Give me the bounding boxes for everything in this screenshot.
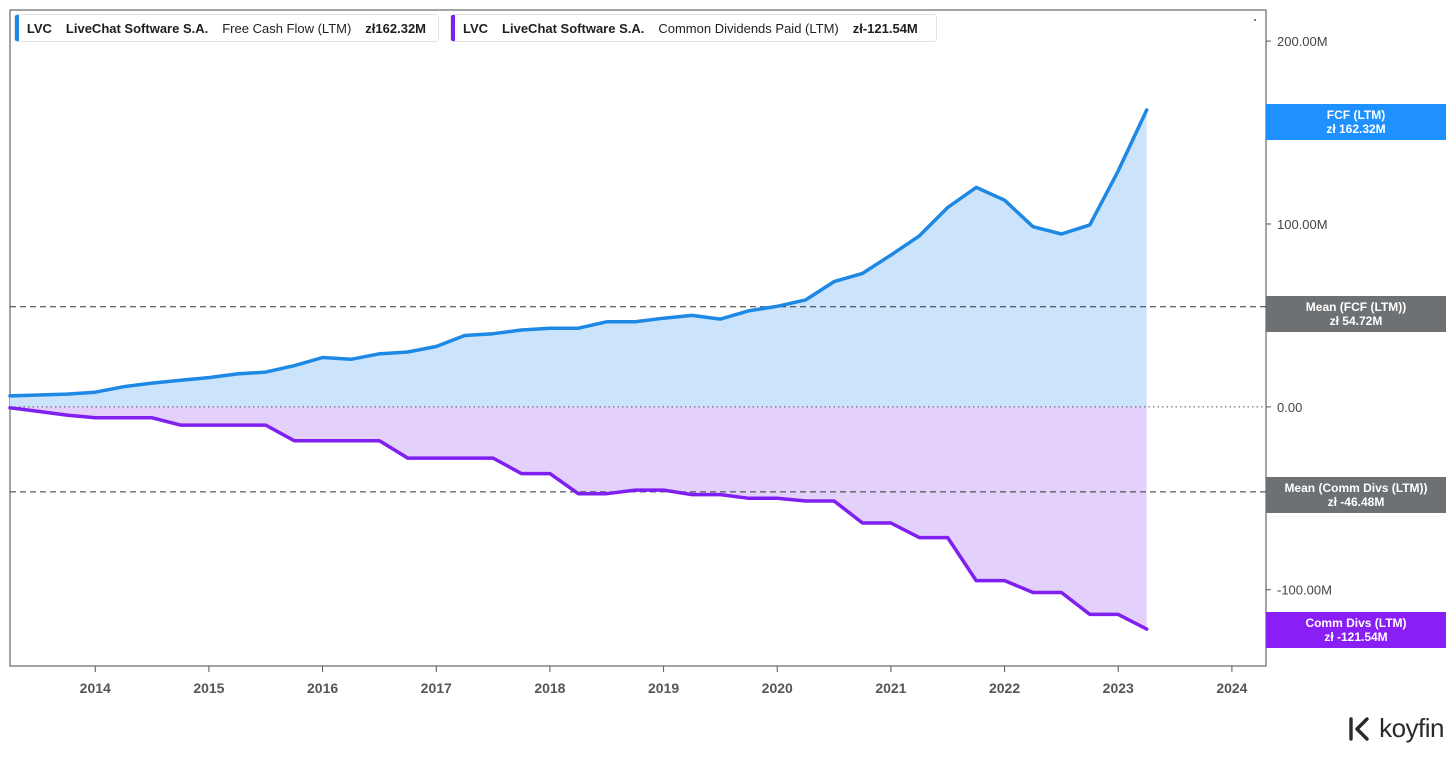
flag-mean-fcf: Mean (FCF (LTM)) zł 54.72M xyxy=(1266,296,1446,332)
legend-company: LiveChat Software S.A. xyxy=(502,20,645,36)
x-tick-label: 2021 xyxy=(875,680,906,696)
series-line-0 xyxy=(8,108,1149,398)
flag-mean-divs-value: zł -46.48M xyxy=(1327,495,1385,509)
brand-name: koyfin xyxy=(1379,713,1444,743)
flag-divs-value: zł -121.54M xyxy=(1324,630,1388,644)
legend-item-fcf[interactable]: LVC LiveChat Software S.A. Free Cash Flo… xyxy=(14,14,439,42)
y-tick-label: 200.00M xyxy=(1277,34,1328,49)
x-tick-label: 2014 xyxy=(80,680,111,696)
series-area-0 xyxy=(10,110,1147,407)
x-axis: 2014 2015 2016 2017 2018 2019 2020 2021 2022 2023… xyxy=(80,666,1248,696)
series-area-1 xyxy=(10,406,1147,630)
corner-dot xyxy=(1254,19,1256,21)
legend-ticker: LVC xyxy=(26,20,52,36)
legend-color-swatch xyxy=(451,15,455,41)
x-tick-label: 2022 xyxy=(989,680,1020,696)
x-tick-label: 2015 xyxy=(193,680,224,696)
y-tick-label: 0.00 xyxy=(1277,400,1302,415)
legend-ticker: LVC xyxy=(463,20,489,36)
koyfin-brand: koyfin xyxy=(1347,713,1444,744)
flag-fcf-label: FCF (LTM) xyxy=(1326,108,1386,122)
plot-frame xyxy=(9,9,1267,667)
x-tick-label: 2024 xyxy=(1216,680,1247,696)
legend-company: LiveChat Software S.A. xyxy=(65,20,209,36)
flag-fcf-value: zł 162.32M xyxy=(1326,122,1386,136)
flag-divs-label: Comm Divs (LTM) xyxy=(1305,616,1407,630)
legend-metric: Free Cash Flow (LTM) xyxy=(222,20,352,36)
x-tick-label: 2016 xyxy=(307,680,338,696)
flag-divs: Comm Divs (LTM) zł -121.54M xyxy=(1266,612,1446,648)
x-tick-label: 2023 xyxy=(1103,680,1134,696)
x-tick-label: 2019 xyxy=(648,680,679,696)
flag-mean-divs: Mean (Comm Divs (LTM)) zł -46.48M xyxy=(1266,477,1446,513)
x-tick-label: 2018 xyxy=(534,680,565,696)
koyfin-logo-icon xyxy=(1349,716,1369,741)
legend-value: zł-121.54M xyxy=(852,20,918,36)
legend-item-dividends[interactable]: LVC LiveChat Software S.A. Common Divide… xyxy=(450,14,937,42)
series-areas xyxy=(10,110,1147,630)
legend-color-swatch xyxy=(15,15,19,41)
x-tick-label: 2020 xyxy=(762,680,793,696)
y-tick-label: 100.00M xyxy=(1277,217,1328,232)
series-line-1 xyxy=(8,406,1149,631)
flag-mean-divs-label: Mean (Comm Divs (LTM)) xyxy=(1284,481,1428,495)
flag-mean-fcf-value: zł 54.72M xyxy=(1329,314,1383,328)
legend-metric: Common Dividends Paid (LTM) xyxy=(658,20,839,36)
flag-mean-fcf-label: Mean (FCF (LTM)) xyxy=(1305,300,1407,314)
y-tick-label: -100.00M xyxy=(1277,583,1332,598)
legend-value: zł162.32M xyxy=(365,20,426,36)
x-tick-label: 2017 xyxy=(421,680,452,696)
series-lines xyxy=(8,108,1149,631)
flag-fcf: FCF (LTM) zł 162.32M xyxy=(1266,104,1446,140)
